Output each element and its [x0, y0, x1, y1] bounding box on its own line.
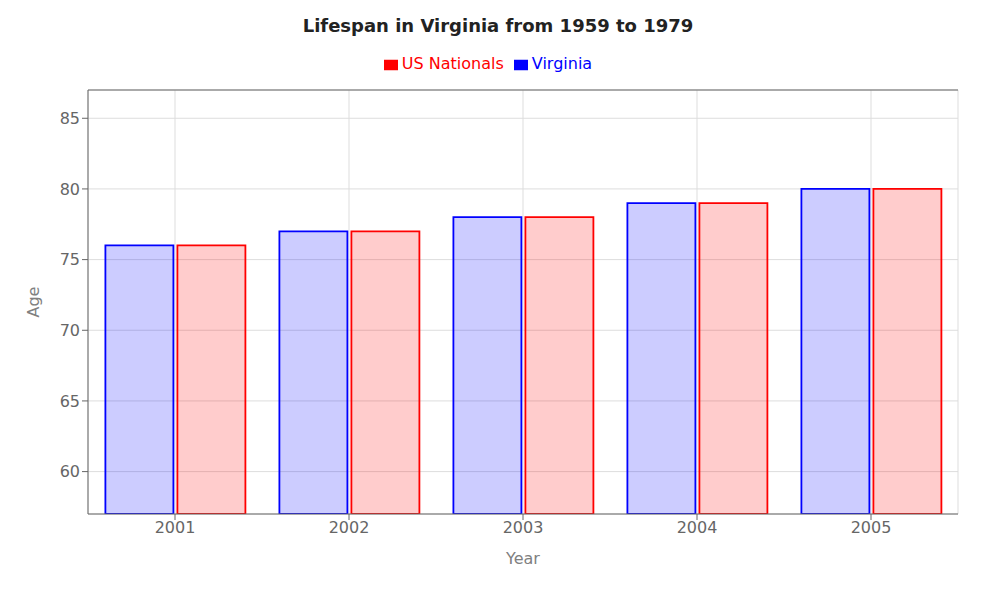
html-text:Virginia: Virginia [531, 54, 593, 73]
html-text:US Nationals: US Nationals [401, 54, 504, 73]
svg-text:2001: 2001 [155, 518, 196, 537]
svg-text:2002: 2002 [329, 518, 370, 537]
svg-text:75: 75 [60, 250, 80, 269]
svg-text:2004: 2004 [677, 518, 718, 537]
svg-text:85: 85 [60, 109, 80, 128]
svg-text:2005: 2005 [851, 518, 892, 537]
svg-text:2003: 2003 [503, 518, 544, 537]
svg-text:Year: Year [505, 549, 540, 568]
svg-text:65: 65 [60, 392, 80, 411]
svg-text:Age: Age [24, 287, 43, 318]
html-text:Lifespan in Virginia from 1959: Lifespan in Virginia from 1959 to 1979 [302, 15, 694, 36]
svg-text:70: 70 [60, 321, 80, 340]
svg-text:60: 60 [60, 462, 80, 481]
svg-text:80: 80 [60, 180, 80, 199]
